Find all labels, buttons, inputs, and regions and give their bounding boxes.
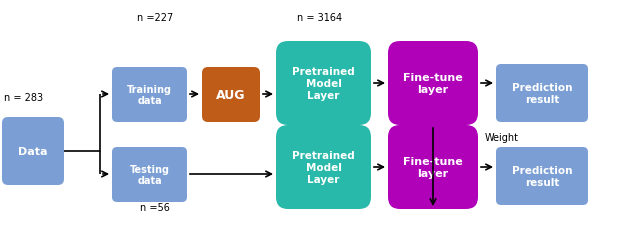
Text: AUG: AUG (216, 89, 246, 101)
FancyBboxPatch shape (112, 68, 187, 122)
Text: Fine-tune
layer: Fine-tune layer (403, 73, 463, 94)
Text: n = 283: n = 283 (4, 93, 43, 103)
FancyBboxPatch shape (202, 68, 260, 122)
FancyBboxPatch shape (276, 126, 371, 209)
FancyBboxPatch shape (388, 126, 478, 209)
Text: n =227: n =227 (137, 13, 173, 23)
Text: Weight: Weight (485, 132, 519, 142)
Text: Fine-tune
layer: Fine-tune layer (403, 157, 463, 178)
Text: Testing
data: Testing data (129, 164, 170, 185)
Text: n =56: n =56 (140, 202, 170, 212)
Text: n = 3164: n = 3164 (298, 13, 342, 23)
FancyBboxPatch shape (2, 117, 64, 185)
Text: Training
data: Training data (127, 84, 172, 106)
Text: Pretrained
Model
Layer: Pretrained Model Layer (292, 67, 355, 100)
FancyBboxPatch shape (496, 147, 588, 205)
FancyBboxPatch shape (276, 42, 371, 126)
FancyBboxPatch shape (496, 65, 588, 122)
Text: Prediction
result: Prediction result (512, 83, 572, 104)
FancyBboxPatch shape (112, 147, 187, 202)
FancyBboxPatch shape (388, 42, 478, 126)
Text: Pretrained
Model
Layer: Pretrained Model Layer (292, 151, 355, 184)
Text: Prediction
result: Prediction result (512, 165, 572, 187)
Text: Data: Data (19, 146, 48, 156)
